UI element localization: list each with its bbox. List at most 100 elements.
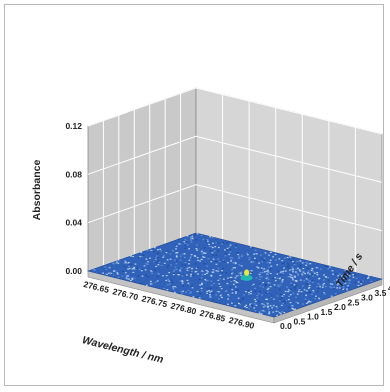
noise-speck (206, 287, 209, 289)
noise-speck (293, 288, 296, 290)
noise-speck (307, 301, 309, 303)
noise-speck (280, 283, 283, 285)
noise-speck (321, 286, 324, 288)
noise-speck (265, 305, 268, 307)
noise-speck (231, 289, 234, 291)
noise-speck (171, 282, 174, 284)
noise-speck (222, 278, 225, 280)
noise-speck (295, 268, 298, 270)
noise-speck (124, 272, 127, 274)
noise-speck (234, 267, 236, 269)
noise-speck (196, 249, 199, 251)
noise-speck (248, 259, 251, 261)
noise-speck (308, 300, 311, 303)
noise-speck (287, 268, 290, 270)
noise-speck (318, 277, 321, 279)
noise-speck (269, 262, 271, 264)
noise-speck (284, 257, 286, 259)
noise-speck (281, 281, 283, 283)
noise-speck (298, 269, 301, 271)
noise-speck (231, 273, 233, 275)
noise-speck (166, 289, 169, 291)
noise-speck (346, 275, 349, 277)
noise-speck (275, 259, 277, 261)
noise-speck (214, 246, 217, 248)
noise-speck (240, 265, 243, 267)
noise-speck (298, 266, 301, 268)
noise-speck (169, 258, 172, 260)
noise-speck (186, 267, 189, 269)
noise-speck (195, 239, 198, 241)
noise-speck (241, 298, 244, 300)
noise-speck (194, 233, 197, 235)
noise-speck (270, 296, 273, 298)
noise-speck (102, 272, 104, 274)
noise-speck (248, 289, 250, 292)
noise-speck (181, 280, 184, 283)
noise-speck (309, 280, 312, 282)
y-axis-label: Absorbance (31, 160, 43, 221)
noise-speck (108, 267, 111, 269)
noise-speck (290, 282, 292, 284)
noise-speck (110, 273, 113, 275)
noise-speck (276, 295, 279, 297)
noise-speck (269, 251, 272, 253)
noise-speck (184, 238, 187, 240)
noise-speck (341, 275, 343, 277)
noise-speck (219, 284, 221, 286)
noise-speck (94, 269, 96, 271)
noise-speck (296, 293, 299, 295)
y-gridline (87, 184, 383, 232)
noise-speck (124, 260, 126, 262)
noise-speck (306, 263, 309, 265)
noise-speck (131, 277, 134, 279)
noise-speck (269, 305, 272, 307)
noise-speck (168, 272, 171, 274)
noise-speck (166, 266, 169, 268)
noise-speck (288, 306, 290, 308)
noise-speck (151, 272, 153, 274)
noise-speck (206, 290, 209, 292)
noise-speck (149, 283, 152, 285)
noise-speck (365, 277, 368, 279)
noise-speck (283, 312, 286, 314)
noise-speck (201, 253, 204, 255)
noise-speck (189, 272, 192, 274)
noise-speck (212, 258, 215, 260)
noise-speck (317, 267, 319, 269)
noise-speck (202, 238, 205, 241)
noise-speck (232, 262, 234, 264)
noise-speck (276, 314, 278, 316)
noise-speck (181, 293, 184, 295)
noise-speck (125, 275, 128, 277)
noise-speck (259, 272, 262, 274)
z-tick-label: 1.0 (307, 312, 319, 322)
noise-speck (278, 288, 281, 290)
noise-speck (278, 312, 281, 314)
noise-speck (336, 283, 339, 285)
noise-speck (245, 304, 248, 306)
noise-speck (146, 249, 149, 251)
noise-speck (158, 261, 161, 263)
noise-speck (127, 275, 130, 277)
noise-speck (276, 264, 279, 266)
noise-speck (246, 254, 249, 256)
noise-speck (169, 283, 171, 285)
noise-speck (324, 265, 327, 267)
noise-speck (128, 267, 131, 270)
noise-speck (196, 290, 199, 293)
noise-speck (251, 284, 254, 287)
noise-speck (206, 279, 209, 282)
noise-speck (155, 262, 158, 264)
noise-speck (188, 266, 191, 269)
noise-speck (254, 300, 257, 302)
noise-speck (284, 300, 286, 302)
noise-speck (230, 276, 233, 278)
noise-speck (269, 273, 272, 276)
noise-speck (173, 291, 176, 293)
noise-speck (200, 277, 203, 279)
z-tick-label: 2.0 (334, 302, 346, 312)
noise-speck (199, 248, 202, 250)
noise-speck (262, 306, 265, 308)
noise-speck (166, 284, 169, 286)
